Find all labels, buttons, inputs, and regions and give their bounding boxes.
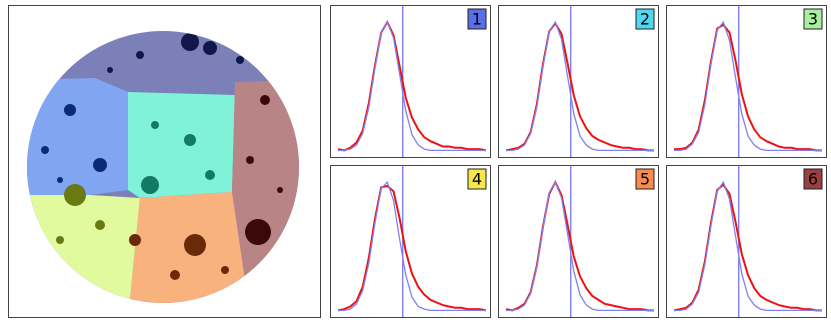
panel-label-box (635, 168, 655, 190)
panel-frame (498, 5, 659, 158)
fit-curve (674, 20, 822, 152)
fit-curve (506, 180, 654, 312)
panel-label: 3 (808, 10, 818, 29)
panel-frame (666, 165, 827, 318)
panel-label: 5 (640, 170, 650, 189)
fit-curve (506, 20, 654, 152)
panel-label: 4 (472, 170, 482, 189)
panel-frame (330, 5, 491, 158)
measured-curve (337, 184, 487, 312)
panel-label-box (635, 8, 655, 30)
panel-label-box (803, 8, 823, 30)
panel-frame (498, 165, 659, 318)
panel-frame (666, 5, 827, 158)
panel-label-box (467, 168, 487, 190)
panel-label: 6 (808, 170, 818, 189)
panel-label: 2 (640, 10, 650, 29)
panel-label-box (467, 8, 487, 30)
fit-curve (338, 180, 486, 312)
panel-frame (330, 165, 491, 318)
fit-curve (674, 180, 822, 312)
fit-curve (338, 20, 486, 152)
panel-label-box (803, 168, 823, 190)
panel-label: 1 (472, 10, 482, 29)
